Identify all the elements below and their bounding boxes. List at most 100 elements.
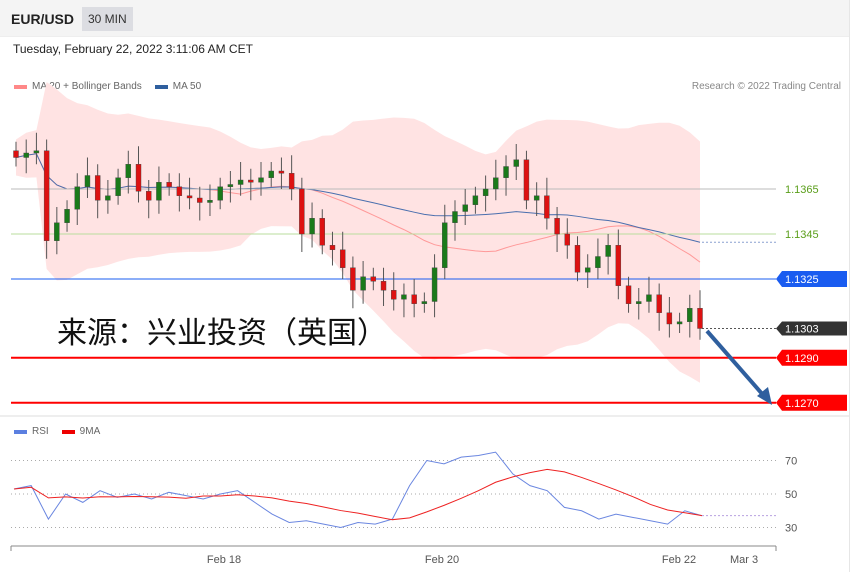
x-tick-label: Feb 22	[662, 554, 696, 566]
candle	[472, 195, 479, 205]
candle	[462, 204, 468, 212]
arrowhead-icon	[757, 387, 772, 405]
x-tick-label: Feb 20	[425, 554, 459, 566]
rsi-tick-70: 70	[785, 456, 797, 468]
candle	[452, 211, 458, 223]
rsi-swatch-icon	[14, 429, 27, 434]
right-border	[849, 0, 850, 572]
candle	[278, 170, 285, 174]
candle	[156, 182, 162, 201]
header-bar: EUR/USD 30 MIN	[0, 0, 850, 37]
candle	[339, 249, 346, 268]
candle	[54, 222, 60, 241]
credit: Research © 2022 Trading Central	[691, 81, 841, 92]
candle	[217, 186, 223, 201]
candle	[391, 290, 397, 300]
candle	[115, 177, 121, 196]
level-label-1.1270: 1.1270	[785, 398, 819, 410]
candle	[493, 177, 499, 190]
level-label-1.1345: 1.1345	[785, 229, 819, 241]
watermark: 来源：兴业投资（英国）	[57, 316, 387, 351]
symbol: EUR/USD	[11, 11, 75, 27]
candle	[585, 267, 591, 273]
candle	[350, 267, 356, 291]
candle	[64, 209, 70, 223]
candle	[105, 195, 111, 201]
x-tick-label: Mar 3	[730, 554, 758, 566]
candle	[533, 195, 540, 201]
candle	[146, 191, 152, 201]
last-price-tag	[776, 321, 847, 336]
candle	[135, 164, 142, 192]
forecast-arrow	[705, 329, 766, 398]
candle	[687, 308, 693, 322]
candle	[676, 321, 683, 325]
candle	[564, 233, 570, 246]
ma50-swatch-icon	[154, 84, 168, 89]
candle	[646, 294, 652, 302]
candle	[43, 150, 50, 241]
timestamp: Tuesday, February 22, 2022 3:11:06 AM CE…	[13, 42, 253, 56]
candle	[13, 150, 19, 158]
legend-rsi: RSI 9MA	[14, 426, 100, 437]
candle	[33, 150, 40, 154]
candle	[605, 245, 611, 257]
candle	[554, 218, 560, 235]
candle	[513, 159, 519, 167]
rsi-tick-30: 30	[785, 523, 797, 535]
candle	[94, 175, 101, 201]
candle	[166, 182, 172, 187]
legend-rsi-label: RSI	[32, 426, 49, 437]
candle	[248, 179, 254, 183]
candle	[84, 175, 91, 187]
legend-rsi-ma-label: 9MA	[79, 426, 101, 437]
candle	[482, 188, 489, 196]
candle	[431, 267, 438, 302]
candle	[411, 294, 417, 304]
candle	[23, 152, 29, 158]
x-tick-label: Feb 18	[207, 554, 241, 566]
bollinger-band	[16, 81, 700, 383]
candle	[227, 184, 234, 187]
candle	[697, 308, 703, 329]
candle	[258, 177, 264, 183]
level-tag	[776, 349, 847, 366]
legend-ma50-label: MA 50	[172, 81, 202, 92]
level-label-1.1365: 1.1365	[785, 184, 819, 196]
candle	[125, 164, 131, 178]
candle	[74, 186, 80, 210]
candle	[615, 245, 622, 286]
candle	[186, 195, 193, 199]
level-label-1.1325: 1.1325	[785, 274, 819, 286]
candle	[401, 294, 407, 300]
legend-ma20-label: MA 20 + Bollinger Bands	[32, 81, 142, 92]
candle	[207, 200, 213, 203]
candle	[309, 218, 315, 235]
candle	[442, 222, 448, 268]
candle	[656, 294, 662, 313]
ma50-line	[15, 153, 701, 243]
candle	[636, 301, 642, 304]
candle	[625, 285, 632, 304]
candle	[237, 179, 244, 185]
candle	[503, 166, 509, 178]
rsi-tick-50: 50	[785, 489, 797, 501]
ma20-swatch-icon	[14, 84, 27, 89]
candle	[268, 170, 274, 178]
candle	[299, 188, 305, 235]
candle	[288, 173, 295, 190]
candle	[574, 245, 581, 273]
candle	[319, 218, 325, 246]
candle	[360, 276, 366, 291]
candle	[197, 197, 203, 203]
candle	[176, 186, 183, 196]
level-label-1.1303: 1.1303	[785, 324, 819, 336]
candle	[544, 195, 550, 219]
candle	[421, 301, 428, 304]
candle	[329, 245, 336, 250]
candle	[595, 256, 601, 268]
candle	[666, 312, 673, 325]
timeframe-button[interactable]: 30 MIN	[82, 7, 133, 31]
rsi-line	[13, 451, 703, 529]
